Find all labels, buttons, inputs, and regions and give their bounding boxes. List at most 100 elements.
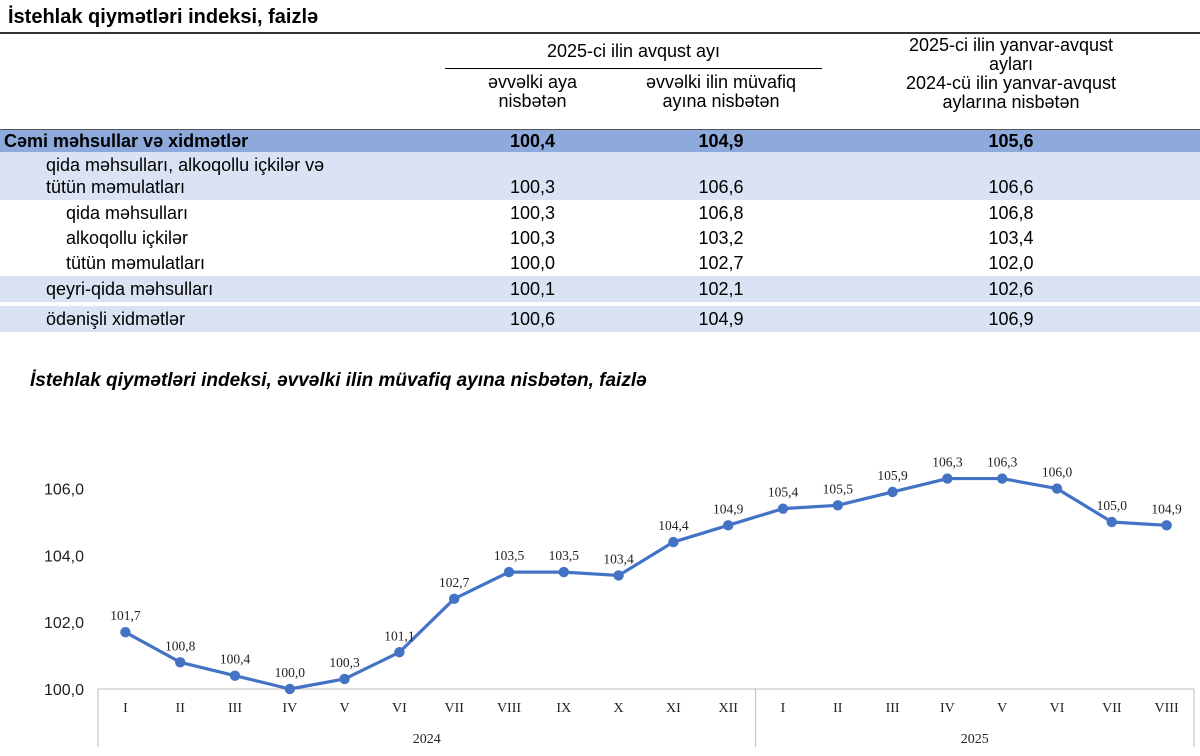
data-label: 105,0 bbox=[1097, 498, 1128, 513]
row-value: 100,4 bbox=[445, 129, 620, 152]
row-value: 106,8 bbox=[822, 200, 1200, 226]
data-point bbox=[1161, 520, 1172, 531]
x-tick-label: VII bbox=[444, 701, 464, 716]
row-label: alkoqollu içkilər bbox=[0, 226, 445, 251]
data-label: 105,5 bbox=[823, 481, 854, 496]
data-point bbox=[284, 683, 295, 695]
col1-header: əvvəlki aya nisbətən bbox=[445, 69, 620, 130]
x-tick-label: I bbox=[123, 701, 128, 716]
col3-header-line: 2024-cü ilin yanvar-avqust bbox=[905, 73, 1117, 93]
x-tick-label: IV bbox=[940, 701, 955, 716]
x-tick-label: II bbox=[833, 701, 843, 716]
data-point bbox=[777, 503, 789, 514]
col1-header-line: əvvəlki aya bbox=[487, 72, 578, 92]
cpi-table: 2025-ci ilin avqust ayı 2025-ci ilin yan… bbox=[0, 32, 1200, 332]
data-label: 106,3 bbox=[932, 455, 963, 470]
row-value: 105,6 bbox=[822, 129, 1200, 152]
row-label: tütün məmulatları bbox=[0, 251, 445, 276]
x-tick-label: II bbox=[176, 701, 186, 716]
data-point bbox=[120, 627, 131, 638]
data-point bbox=[1106, 516, 1118, 528]
data-label: 106,0 bbox=[1042, 465, 1073, 480]
table-row: tütün məmulatları 100,0 102,7 102,0 bbox=[0, 251, 1200, 276]
col3-header: 2025-ci ilin yanvar-avqust ayları 2024-c… bbox=[822, 33, 1200, 130]
data-label: 100,4 bbox=[220, 652, 251, 667]
data-point bbox=[503, 566, 515, 578]
data-label: 100,3 bbox=[329, 655, 360, 670]
data-point bbox=[558, 566, 569, 578]
table-row: qida məhsulları, alkoqollu içkilər və tü… bbox=[0, 152, 1200, 200]
header-row: 2025-ci ilin avqust ayı 2025-ci ilin yan… bbox=[0, 33, 1200, 112]
x-tick-label: III bbox=[228, 701, 242, 716]
x-tick-label: V bbox=[997, 701, 1007, 716]
col3-header-line: 2025-ci ilin yanvar-avqust bbox=[908, 35, 1114, 55]
x-tick-label: XI bbox=[666, 701, 681, 716]
row-value: 100,1 bbox=[445, 276, 620, 302]
data-point bbox=[997, 473, 1008, 484]
data-label: 100,0 bbox=[275, 665, 306, 680]
row-value: 106,6 bbox=[822, 152, 1200, 200]
row-label: qeyri-qida məhsulları bbox=[0, 276, 445, 302]
row-value: 104,9 bbox=[620, 306, 822, 332]
chart-title: İstehlak qiymətləri indeksi, əvvəlki ili… bbox=[30, 370, 647, 391]
x-tick-label: X bbox=[614, 701, 624, 716]
y-tick-label: 102,0 bbox=[44, 615, 84, 632]
row-value: 103,4 bbox=[822, 226, 1200, 251]
group-header: 2025-ci ilin avqust ayı bbox=[445, 33, 822, 69]
y-tick-label: 104,0 bbox=[44, 548, 84, 565]
data-label: 100,8 bbox=[165, 638, 196, 653]
col2-header: əvvəlki ilin müvafiq ayına nisbətən bbox=[620, 69, 822, 130]
col1-header-line: nisbətən bbox=[498, 91, 567, 111]
row-value: 104,9 bbox=[620, 129, 822, 152]
table-row: alkoqollu içkilər 100,3 103,2 103,4 bbox=[0, 226, 1200, 251]
row-label-line: tütün məmulatları bbox=[46, 177, 186, 197]
data-point bbox=[613, 570, 624, 581]
table-row: qeyri-qida məhsulları 100,1 102,1 102,6 bbox=[0, 276, 1200, 302]
subheader-row: əvvəlki aya nisbətən əvvəlki ilin müvafi… bbox=[0, 69, 1200, 130]
row-value: 100,3 bbox=[445, 200, 620, 226]
row-value: 103,2 bbox=[620, 226, 822, 251]
row-value: 100,3 bbox=[445, 152, 620, 200]
group-label: 2025 bbox=[961, 732, 989, 747]
data-point bbox=[175, 657, 186, 668]
data-label: 102,7 bbox=[439, 575, 470, 590]
data-label: 104,9 bbox=[713, 501, 744, 516]
x-tick-label: VIII bbox=[497, 701, 521, 716]
x-tick-label: I bbox=[781, 701, 786, 716]
row-value: 106,8 bbox=[620, 200, 822, 226]
row-label: qida məhsulları, alkoqollu içkilər və tü… bbox=[0, 152, 445, 200]
x-tick-label: XII bbox=[718, 701, 738, 716]
x-tick-label: VI bbox=[392, 701, 407, 716]
table-row: qida məhsulları 100,3 106,8 106,8 bbox=[0, 200, 1200, 226]
table-row-total: Cəmi məhsullar və xidmətlər 100,4 104,9 … bbox=[0, 129, 1200, 152]
group-label: 2024 bbox=[413, 732, 441, 747]
row-value: 106,9 bbox=[822, 306, 1200, 332]
x-tick-label: VIII bbox=[1155, 701, 1179, 716]
row-label: qida məhsulları bbox=[0, 200, 445, 226]
data-label: 103,5 bbox=[494, 548, 525, 563]
series-line bbox=[124, 476, 1167, 691]
row-value: 102,6 bbox=[822, 276, 1200, 302]
data-label: 103,4 bbox=[603, 551, 634, 566]
data-point bbox=[887, 486, 898, 498]
y-tick-label: 106,0 bbox=[44, 482, 84, 499]
x-tick-label: VII bbox=[1102, 701, 1122, 716]
data-point bbox=[1051, 483, 1063, 494]
data-label: 101,1 bbox=[384, 628, 414, 643]
row-label-line: qida məhsulları, alkoqollu içkilər və bbox=[46, 155, 325, 175]
x-tick-label: IX bbox=[556, 701, 571, 716]
row-value: 100,0 bbox=[445, 251, 620, 276]
row-label: ödənişli xidmətlər bbox=[0, 306, 445, 332]
data-label: 106,3 bbox=[987, 455, 1018, 470]
col2-header-line: əvvəlki ilin müvafiq bbox=[645, 72, 797, 92]
row-label: Cəmi məhsullar və xidmətlər bbox=[0, 129, 445, 152]
data-point bbox=[449, 593, 460, 605]
row-value: 100,6 bbox=[445, 306, 620, 332]
x-tick-label: III bbox=[886, 701, 900, 716]
data-label: 103,5 bbox=[549, 548, 580, 563]
table-title: İstehlak qiymətləri indeksi, faizlə bbox=[8, 6, 319, 28]
data-label: 101,7 bbox=[110, 608, 141, 623]
data-label: 105,4 bbox=[768, 485, 799, 500]
data-label: 104,4 bbox=[658, 518, 689, 533]
